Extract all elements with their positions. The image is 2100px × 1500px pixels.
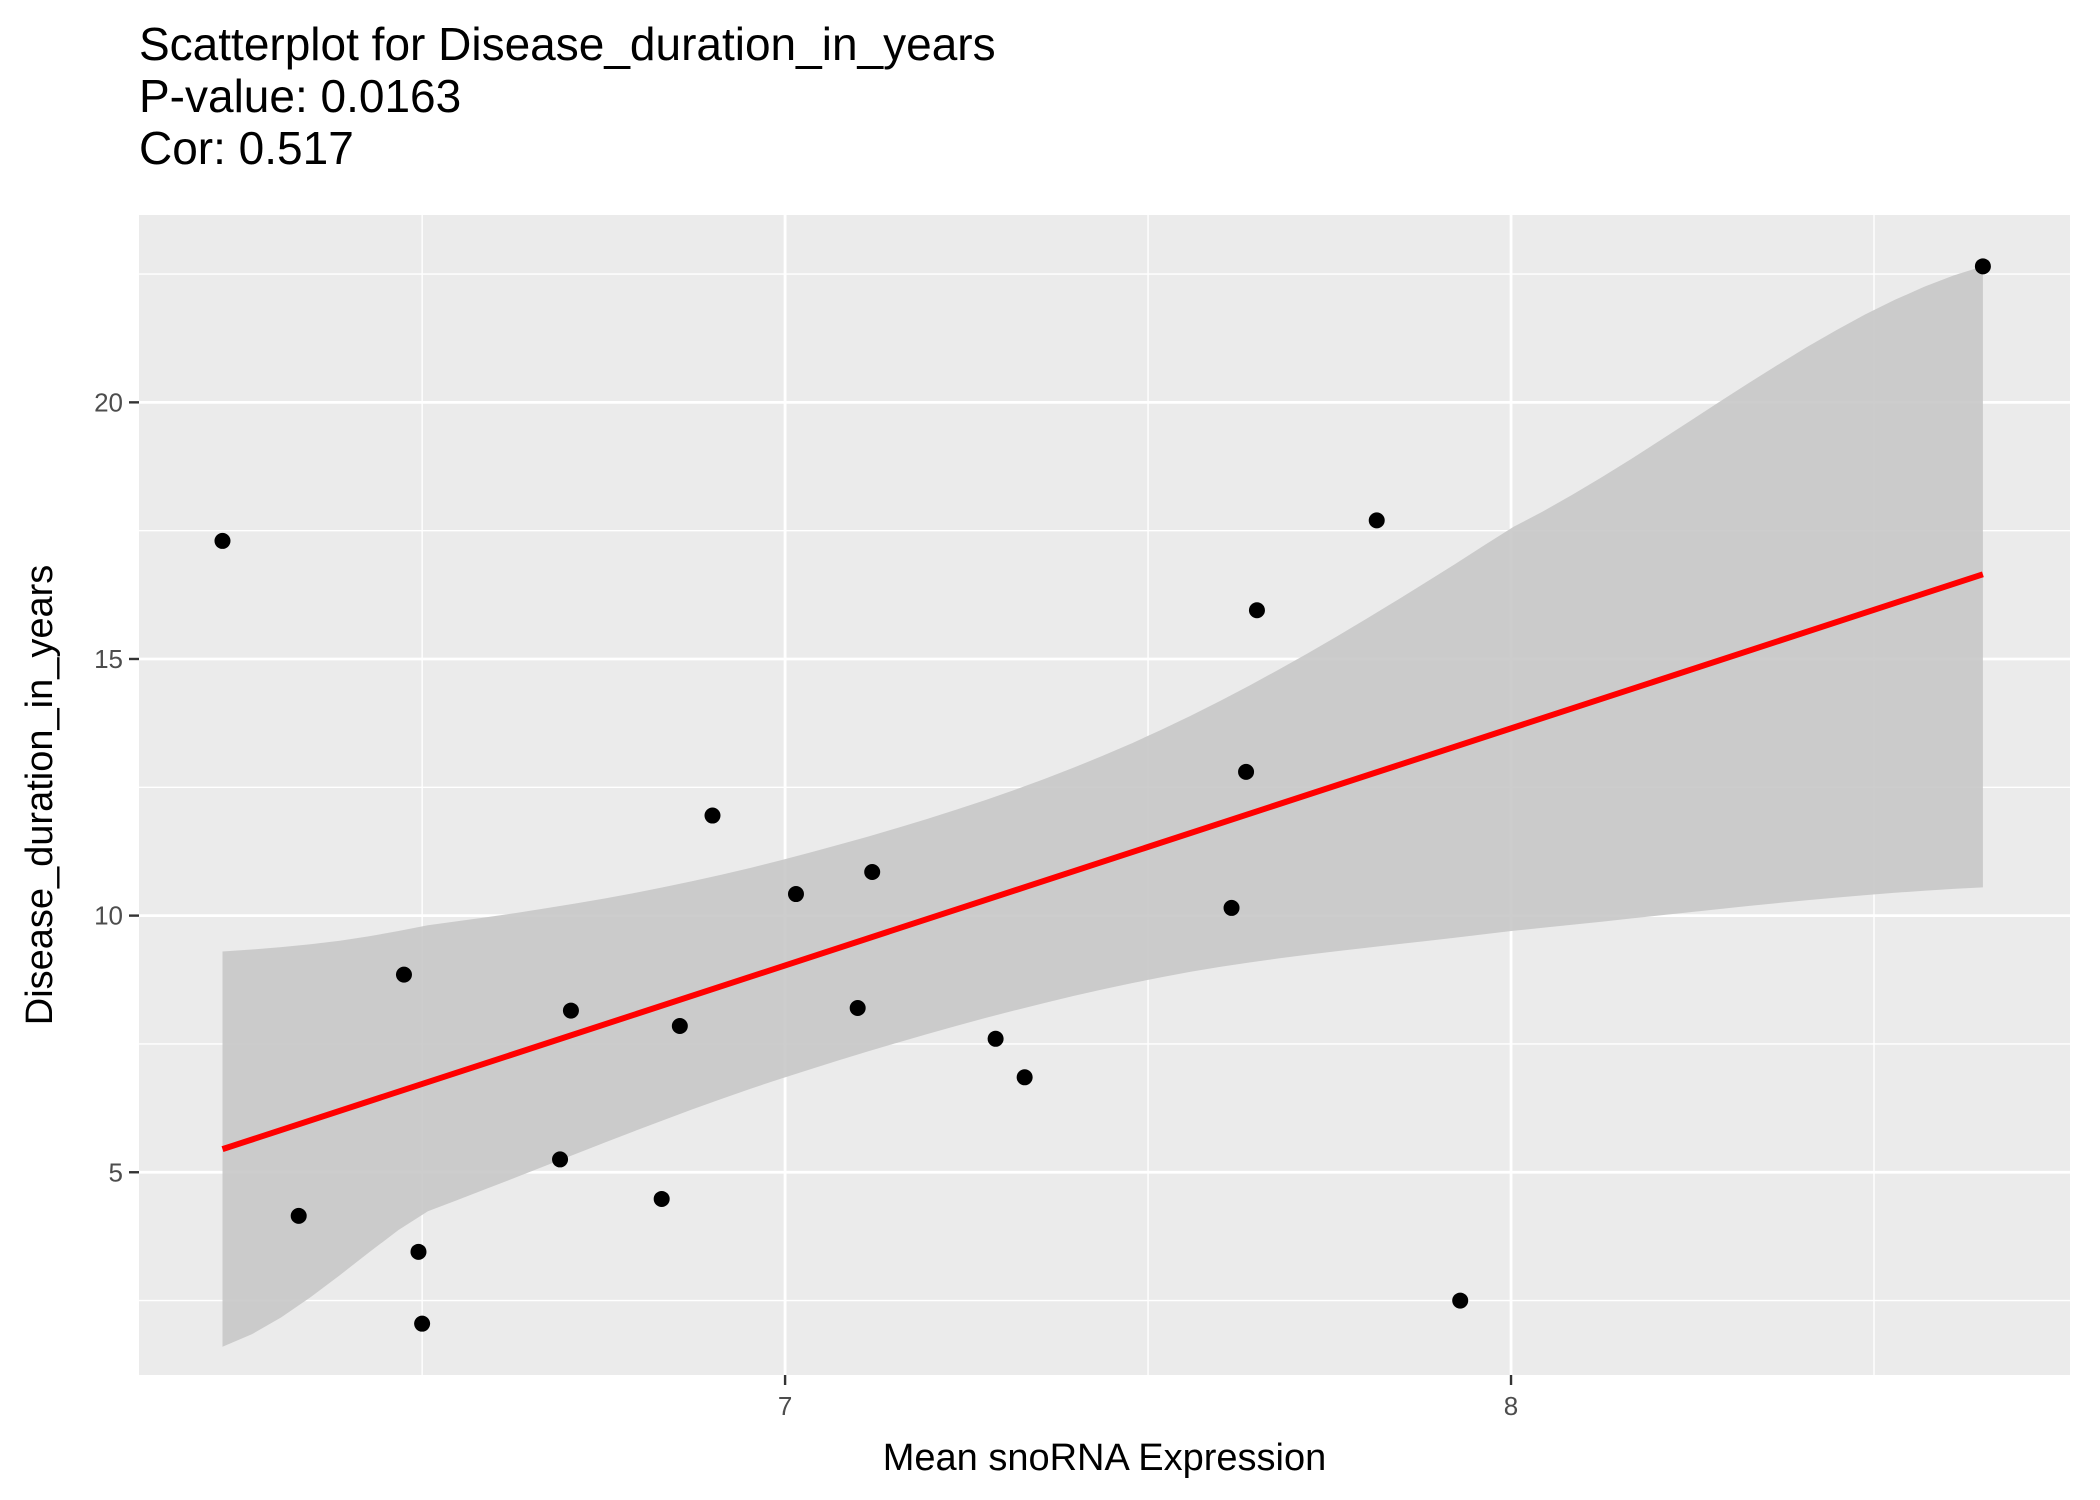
data-point <box>704 807 721 824</box>
data-point <box>653 1190 670 1207</box>
data-point <box>671 1017 688 1034</box>
data-points <box>214 258 1991 1332</box>
data-point <box>1974 258 1991 275</box>
data-point <box>1248 602 1265 619</box>
data-point <box>1016 1069 1033 1086</box>
regression-line <box>221 571 1984 1153</box>
confidence-band <box>222 266 1983 1347</box>
x-tick-label: 8 <box>1504 1391 1518 1421</box>
y-axis-title: Disease_duration_in_years <box>19 565 61 1026</box>
data-point <box>849 1000 866 1017</box>
chart-title: Scatterplot for Disease_duration_in_year… <box>139 18 996 70</box>
y-tick-label: 20 <box>94 387 123 417</box>
chart-subtitle-pvalue: P-value: 0.0163 <box>139 70 462 122</box>
data-point <box>414 1315 431 1332</box>
data-point <box>562 1002 579 1019</box>
data-point <box>552 1151 569 1168</box>
data-point <box>1452 1292 1469 1309</box>
chart-title-block: Scatterplot for Disease_duration_in_year… <box>139 18 996 174</box>
data-point <box>1223 899 1240 916</box>
data-point <box>410 1243 427 1260</box>
data-point <box>1238 763 1255 780</box>
y-tick-label: 15 <box>94 644 123 674</box>
x-axis-title: Mean snoRNA Expression <box>883 1437 1327 1479</box>
data-point <box>1368 512 1385 529</box>
data-point <box>290 1207 307 1224</box>
data-point <box>787 886 804 903</box>
y-axis-ticks: 5 10 15 20 <box>94 387 139 1187</box>
data-point <box>987 1030 1004 1047</box>
chart-subtitle-cor: Cor: 0.517 <box>139 122 354 174</box>
data-point <box>395 966 412 983</box>
x-tick-label: 7 <box>778 1391 792 1421</box>
y-tick-label: 10 <box>94 901 123 931</box>
data-point <box>214 532 231 549</box>
y-tick-label: 5 <box>109 1157 123 1187</box>
data-point <box>864 863 881 880</box>
